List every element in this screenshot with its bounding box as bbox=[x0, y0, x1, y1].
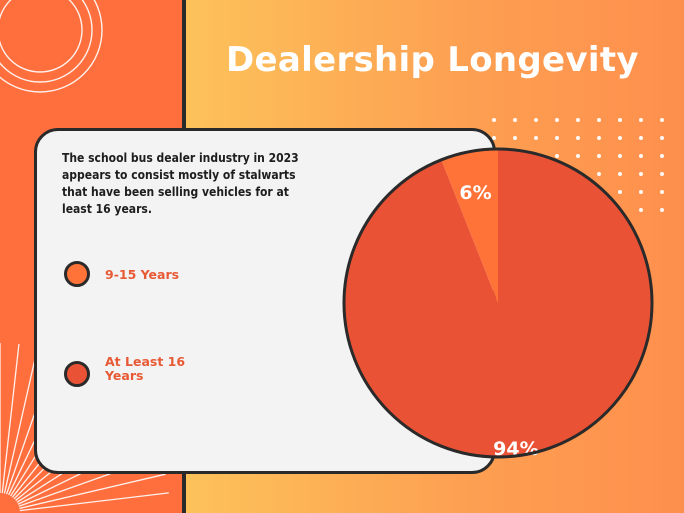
pie-outline bbox=[342, 147, 654, 459]
pie-chart-svg: 6%94% bbox=[342, 147, 654, 460]
legend-swatch-at-least-16-years bbox=[64, 361, 90, 387]
pie-label-9-15-years: 6% bbox=[459, 182, 491, 204]
legend-label-at-least-16-years: At Least 16 Years bbox=[105, 354, 186, 383]
pie-slice-at-least-16-years bbox=[344, 149, 652, 457]
pie-chart: 6% 94% bbox=[339, 144, 657, 466]
description-text: The school bus dealer industry in 2023 a… bbox=[62, 151, 299, 216]
legend-swatch-9-15-years bbox=[64, 261, 90, 287]
legend-label-9-15-years: 9-15 Years bbox=[105, 267, 180, 282]
page-title: Dealership Longevity bbox=[226, 40, 639, 80]
pie-slice-9-15-years bbox=[441, 149, 498, 303]
